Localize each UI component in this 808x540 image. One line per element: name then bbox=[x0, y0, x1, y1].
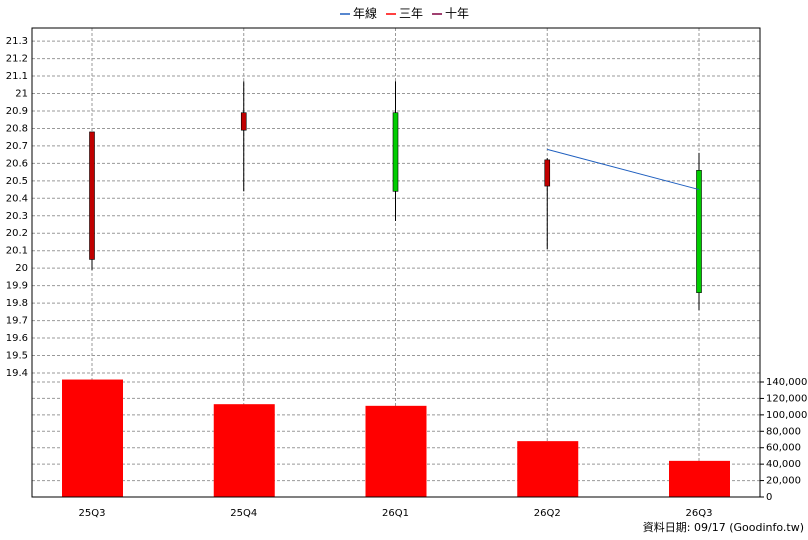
x-tick-label: 26Q2 bbox=[534, 508, 561, 519]
series-line bbox=[547, 148, 700, 191]
volume-bar bbox=[517, 441, 579, 497]
volume-bar bbox=[213, 404, 275, 497]
y-tick-label: 19.6 bbox=[6, 333, 28, 344]
footnote: 資料日期: 09/17 (Goodinfo.tw) bbox=[643, 520, 804, 534]
x-tick-label: 26Q3 bbox=[686, 508, 713, 519]
y-tick-label: 19.9 bbox=[6, 281, 28, 292]
y2-tick-label: 120,000 bbox=[766, 393, 807, 404]
plot-border bbox=[31, 27, 761, 498]
y2-tick-label: 20,000 bbox=[766, 476, 801, 487]
y-tick-label: 20.5 bbox=[6, 176, 28, 187]
y-tick-label: 20.4 bbox=[6, 193, 28, 204]
candle-body bbox=[544, 159, 551, 187]
volume-bar bbox=[669, 460, 730, 497]
y2-tick-label: 0 bbox=[766, 492, 772, 503]
volume-bar bbox=[365, 405, 427, 497]
y-tick-label: 21.2 bbox=[6, 54, 28, 65]
y-tick-label: 19.5 bbox=[6, 351, 28, 362]
candle-body bbox=[696, 170, 702, 293]
y-tick-label: 20.3 bbox=[6, 211, 28, 222]
y-tick-label: 20.7 bbox=[6, 141, 28, 152]
y-tick-label: 21.1 bbox=[6, 71, 28, 82]
y-tick-label: 20 bbox=[15, 263, 28, 274]
x-tick-label: 25Q4 bbox=[230, 508, 257, 519]
y-tick-label: 20.1 bbox=[6, 246, 28, 257]
y2-tick-label: 80,000 bbox=[766, 426, 801, 437]
volume-bar bbox=[62, 379, 123, 497]
y-tick-label: 20.2 bbox=[6, 228, 28, 239]
y2-tick-label: 40,000 bbox=[766, 459, 801, 470]
x-tick-label: 26Q1 bbox=[382, 508, 409, 519]
y-tick-label: 19.4 bbox=[6, 368, 28, 379]
x-tick-label: 25Q3 bbox=[79, 508, 106, 519]
y-tick-label: 20.6 bbox=[6, 158, 28, 169]
candle-body bbox=[392, 112, 399, 192]
y-tick-label: 21 bbox=[15, 89, 28, 100]
y2-tick-label: 140,000 bbox=[766, 377, 807, 388]
candle-body bbox=[89, 131, 95, 260]
y-tick-label: 19.8 bbox=[6, 298, 28, 309]
y2-tick-label: 100,000 bbox=[766, 410, 807, 421]
y2-tick-label: 60,000 bbox=[766, 443, 801, 454]
y-tick-label: 20.8 bbox=[6, 123, 28, 134]
candle-body bbox=[240, 112, 247, 131]
legend-label: 年線 bbox=[353, 6, 377, 21]
y-tick-label: 20.9 bbox=[6, 106, 28, 117]
legend-label: 十年 bbox=[445, 7, 469, 21]
y-tick-label: 21.3 bbox=[6, 36, 28, 47]
legend-label: 三年 bbox=[399, 7, 423, 21]
y-tick-label: 19.7 bbox=[6, 316, 28, 327]
